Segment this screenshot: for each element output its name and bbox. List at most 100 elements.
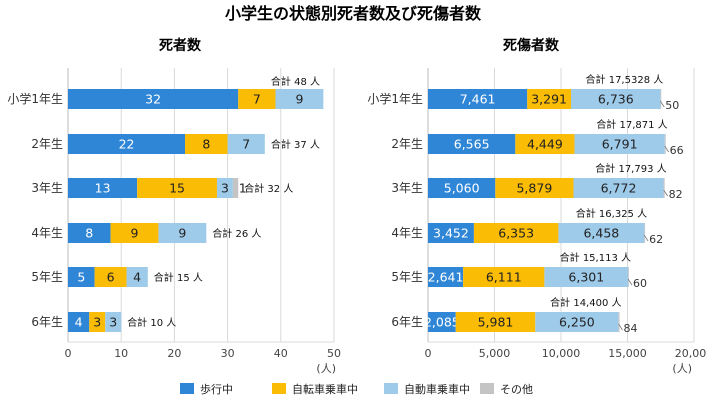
bar-value-label: 2,085	[424, 315, 460, 330]
bar-value-label: 7	[253, 92, 261, 107]
other-leader-line	[643, 234, 649, 242]
bar-value-label: 9	[178, 226, 186, 241]
bar-segment	[137, 178, 217, 198]
bar-segment	[428, 223, 474, 243]
bar-value-label: 5,879	[516, 181, 552, 196]
other-value-label: 62	[649, 233, 663, 246]
bar-value-label: 13	[95, 181, 111, 196]
legend-swatch	[272, 383, 286, 394]
bar-value-label: 3,291	[531, 92, 567, 107]
deaths-chart: 死者数 0 10 20 30 40 50 (人) 小学1年生 32 7 9 合計 48 人 2年生 22 8 7…	[7, 37, 341, 375]
category-label: 5年生	[391, 270, 423, 284]
bar-segment	[574, 134, 665, 154]
bar-segment	[463, 267, 545, 287]
bar-segment	[275, 89, 324, 109]
x-tick-label: 5,000	[479, 347, 511, 360]
total-label: 合計 32 人	[244, 182, 293, 195]
legend-swatch	[384, 383, 398, 394]
x-tick-label: 15,000	[608, 347, 647, 360]
bar-value-label: 5,060	[444, 181, 480, 196]
bar-segment	[544, 267, 629, 287]
bar-value-label: 6,736	[598, 92, 634, 107]
bar-segment	[68, 267, 95, 287]
category-label: 6年生	[31, 315, 63, 329]
other-leader-line	[659, 100, 665, 108]
bar-segment	[216, 178, 233, 198]
bar-segment	[68, 134, 186, 154]
category-label: 小学1年生	[7, 91, 63, 106]
bar-segment	[232, 178, 239, 198]
bar-value-label: 6,458	[583, 226, 619, 241]
bar-segment	[618, 312, 620, 332]
total-label: 合計 14,400 人	[550, 296, 621, 309]
bar-segment	[94, 267, 127, 287]
bar-value-label: 5	[77, 270, 85, 285]
total-label: 合計 37 人	[271, 138, 320, 151]
bar-segment	[428, 134, 516, 154]
bar-value-label: 4,449	[527, 137, 563, 152]
bar-value-label: 1	[239, 181, 247, 196]
bar-value-label: 9	[131, 226, 139, 241]
total-label: 合計 17,871 人	[596, 118, 667, 131]
other-value-label: 66	[670, 144, 684, 157]
total-label: 合計 10 人	[127, 316, 176, 329]
x-tick-label: 0	[65, 347, 72, 360]
total-label: 合計 15 人	[154, 271, 203, 284]
bar-segment	[89, 312, 106, 332]
category-label: 5年生	[31, 270, 63, 284]
x-axis-unit: (人)	[316, 362, 336, 375]
bar-segment	[455, 312, 536, 332]
bar-value-label: 8	[202, 137, 210, 152]
category-label: 3年生	[31, 181, 63, 195]
bar-value-label: 22	[119, 137, 135, 152]
bar-value-label: 2,641	[428, 270, 464, 285]
bar-segment	[473, 223, 559, 243]
bar-value-label: 7	[242, 137, 250, 152]
other-value-label: 50	[665, 99, 679, 112]
legend-swatch	[480, 383, 494, 394]
x-axis-unit: (人)	[672, 362, 692, 375]
bar-segment	[428, 178, 496, 198]
bar-value-label: 6,301	[568, 270, 604, 285]
bar-segment	[428, 312, 456, 332]
bar-value-label: 6,565	[454, 137, 490, 152]
bar-value-label: 9	[295, 92, 303, 107]
other-value-label: 60	[633, 277, 647, 290]
category-label: 4年生	[31, 226, 63, 240]
bar-value-label: 3	[93, 315, 101, 330]
x-tick-label: 20	[167, 347, 181, 360]
other-leader-line	[664, 145, 670, 153]
category-label: 2年生	[31, 137, 63, 151]
x-tick-label: 30	[221, 347, 235, 360]
bar-segment	[158, 223, 207, 243]
legend: 歩行中 自転車乗車中 自動車乗車中 その他	[180, 382, 533, 396]
category-label: 3年生	[391, 181, 423, 195]
bar-segment	[110, 223, 159, 243]
bar-segment	[227, 134, 265, 154]
bar-value-label: 5,981	[478, 315, 514, 330]
bar-value-label: 6,353	[498, 226, 534, 241]
total-label: 合計 17,793 人	[595, 162, 666, 175]
bar-value-label: 4	[133, 270, 141, 285]
x-tick-label: 0	[425, 347, 432, 360]
bar-value-label: 15	[169, 181, 185, 196]
category-label: 6年生	[391, 315, 423, 329]
bar-value-label: 3,452	[433, 226, 469, 241]
bar-segment	[105, 312, 122, 332]
bar-value-label: 6,791	[602, 137, 638, 152]
bar-segment	[428, 89, 528, 109]
bar-segment	[68, 312, 90, 332]
bar-segment	[571, 89, 661, 109]
x-tick-label: 20,000	[675, 347, 706, 360]
legend-swatch	[180, 383, 194, 394]
bar-segment	[664, 134, 666, 154]
bar-segment	[68, 89, 239, 109]
bar-segment	[68, 223, 111, 243]
legend-label: その他	[500, 383, 533, 396]
bar-segment	[238, 89, 276, 109]
bar-segment	[644, 223, 646, 243]
bar-segment	[495, 178, 574, 198]
other-leader-line	[663, 189, 668, 197]
bar-value-label: 7,461	[460, 92, 496, 107]
